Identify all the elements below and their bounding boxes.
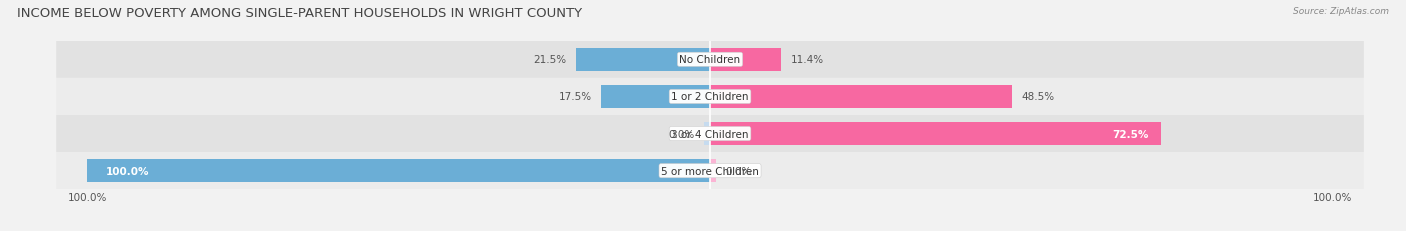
Bar (87, 159, 710, 182)
Bar (710, 159, 716, 182)
Bar (602, 85, 710, 109)
Text: 72.5%: 72.5% (1112, 129, 1149, 139)
Text: 0.0%: 0.0% (668, 129, 695, 139)
Bar (576, 49, 710, 72)
Text: 17.5%: 17.5% (558, 92, 592, 102)
Bar (704, 122, 710, 146)
Bar (710, 49, 780, 72)
Bar (710, 122, 1161, 146)
Text: 1 or 2 Children: 1 or 2 Children (671, 92, 749, 102)
Text: Source: ZipAtlas.com: Source: ZipAtlas.com (1294, 7, 1389, 16)
FancyBboxPatch shape (56, 152, 1364, 189)
Text: 11.4%: 11.4% (790, 55, 824, 65)
Text: No Children: No Children (679, 55, 741, 65)
FancyBboxPatch shape (56, 42, 1364, 79)
Text: 5 or more Children: 5 or more Children (661, 166, 759, 176)
FancyBboxPatch shape (56, 116, 1364, 152)
Bar (710, 85, 1012, 109)
Text: 21.5%: 21.5% (534, 55, 567, 65)
Text: INCOME BELOW POVERTY AMONG SINGLE-PARENT HOUSEHOLDS IN WRIGHT COUNTY: INCOME BELOW POVERTY AMONG SINGLE-PARENT… (17, 7, 582, 20)
Text: 48.5%: 48.5% (1021, 92, 1054, 102)
Text: 3 or 4 Children: 3 or 4 Children (671, 129, 749, 139)
Text: 100.0%: 100.0% (105, 166, 149, 176)
Text: 0.0%: 0.0% (725, 166, 752, 176)
FancyBboxPatch shape (56, 79, 1364, 116)
